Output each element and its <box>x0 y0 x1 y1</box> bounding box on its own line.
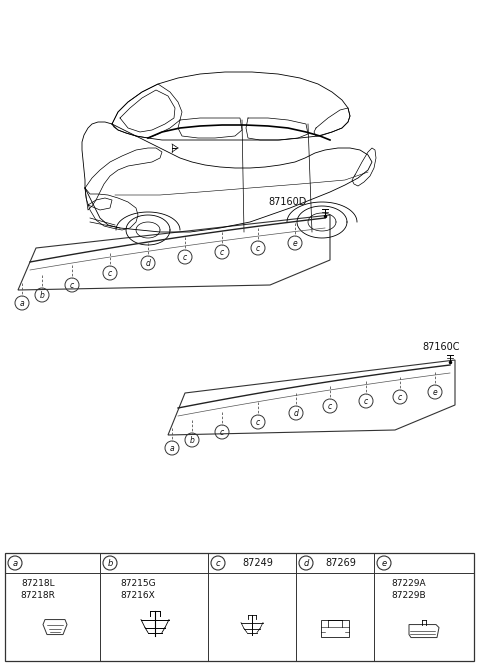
Text: 87215G
87216X: 87215G 87216X <box>120 579 156 600</box>
Text: e: e <box>293 239 298 247</box>
Text: c: c <box>216 559 220 567</box>
Text: c: c <box>398 393 402 401</box>
Text: 87249: 87249 <box>242 558 274 568</box>
Text: c: c <box>70 281 74 289</box>
Text: 87160D: 87160D <box>268 197 306 207</box>
Bar <box>5 553 474 661</box>
Text: a: a <box>20 299 24 308</box>
Text: 87269: 87269 <box>325 558 357 568</box>
Text: c: c <box>108 269 112 277</box>
Text: c: c <box>220 427 224 436</box>
Text: b: b <box>108 559 113 567</box>
Text: c: c <box>256 417 260 427</box>
Text: 87229A
87229B: 87229A 87229B <box>392 579 426 600</box>
Text: c: c <box>183 253 187 261</box>
Text: 87160C: 87160C <box>422 342 459 352</box>
Text: b: b <box>190 436 194 444</box>
Text: d: d <box>294 409 299 417</box>
Text: d: d <box>145 259 150 267</box>
Text: 87218L
87218R: 87218L 87218R <box>21 579 56 600</box>
Text: e: e <box>382 559 386 567</box>
Text: a: a <box>12 559 18 567</box>
Text: c: c <box>256 243 260 253</box>
Text: d: d <box>303 559 309 567</box>
Text: c: c <box>220 247 224 257</box>
Text: c: c <box>364 397 368 405</box>
Text: c: c <box>328 401 332 411</box>
Bar <box>321 620 349 636</box>
Text: b: b <box>39 291 45 299</box>
Text: e: e <box>432 387 437 397</box>
Text: a: a <box>170 444 174 452</box>
